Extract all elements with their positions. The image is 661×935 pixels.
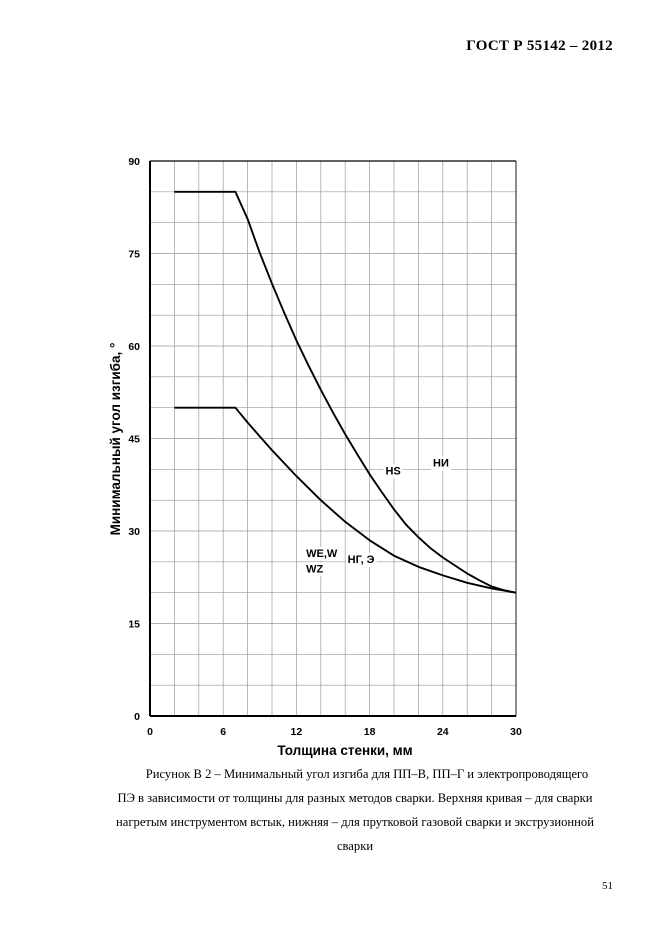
y-tick-label: 30: [128, 526, 140, 538]
document-header: ГОСТ Р 55142 – 2012: [466, 38, 613, 54]
figure-caption: Рисунок В 2 – Минимальный угол изгиба дл…: [90, 762, 620, 858]
x-tick-label: 24: [437, 726, 449, 738]
chart-annotations: HS НИ WE,W WZ НГ, Э: [304, 456, 451, 577]
annotation-background: [304, 562, 326, 577]
x-axis-label: Толщина стенки, мм: [277, 743, 412, 758]
caption-line-2: ПЭ в зависимости от толщины для разных м…: [117, 791, 593, 805]
series-line-2: [174, 406, 517, 594]
y-tick-label: 15: [128, 619, 140, 631]
x-tick-label: 0: [147, 726, 153, 738]
chart-frame: [149, 160, 517, 717]
annotation-label: HS: [385, 465, 400, 477]
annotation-background: [304, 546, 340, 561]
y-tick-label: 90: [128, 156, 140, 168]
x-tick-label: 12: [291, 726, 303, 738]
caption-line-3: нагретым инструментом встык, нижняя – дл…: [116, 815, 594, 829]
annotation-label: НИ: [433, 457, 449, 469]
y-tick-label: 45: [128, 434, 140, 446]
y-tick-label: 75: [128, 249, 140, 261]
y-axis-label: Минимальный угол изгиба, °: [108, 343, 123, 536]
series-line-1: [174, 190, 517, 594]
x-tick-label: 18: [364, 726, 376, 738]
y-tick-label: 60: [128, 341, 140, 353]
annotation-label: НГ, Э: [348, 554, 375, 566]
chart-grid: [150, 161, 516, 716]
caption-line-1: Рисунок В 2 – Минимальный угол изгиба дл…: [145, 767, 589, 781]
caption-line-4: сварки: [336, 839, 374, 853]
chart-ticks: 0 6 12 18 24 30 0 15 30 45 60 75 90: [128, 156, 522, 738]
annotation-background: [345, 553, 377, 568]
annotation-background: [431, 456, 451, 471]
annotation-background: [383, 464, 403, 479]
chart-series: [174, 190, 517, 594]
x-tick-label: 30: [510, 726, 522, 738]
annotation-label: WZ: [306, 563, 323, 575]
page-number: 51: [602, 880, 613, 892]
x-tick-label: 6: [220, 726, 226, 738]
annotation-label: WE,W: [306, 548, 338, 560]
y-tick-label: 0: [134, 711, 140, 723]
